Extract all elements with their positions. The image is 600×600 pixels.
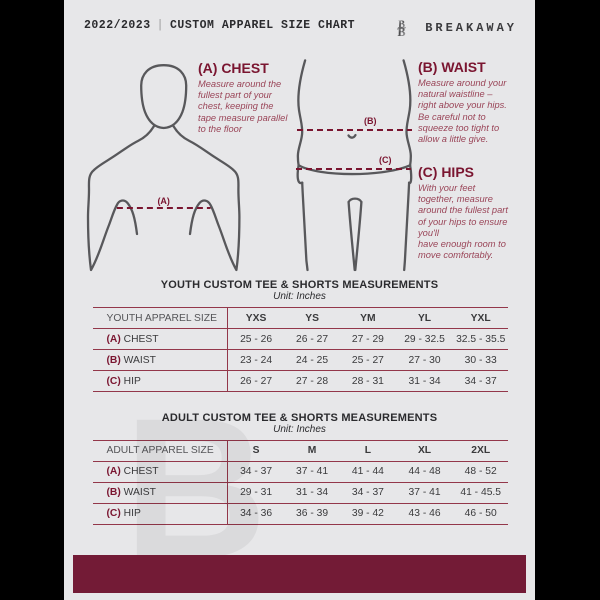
svg-text:(C): (C): [379, 155, 392, 165]
svg-text:(B): (B): [364, 116, 377, 126]
svg-text:(A): (A): [157, 196, 170, 206]
